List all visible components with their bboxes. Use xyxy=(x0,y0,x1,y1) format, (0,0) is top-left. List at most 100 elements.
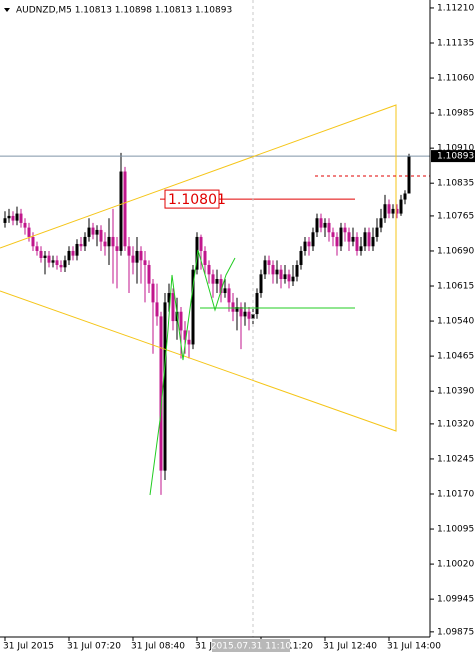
candle-body xyxy=(231,302,235,312)
candle-body xyxy=(383,204,387,219)
candle-body xyxy=(79,243,83,247)
candle-body xyxy=(159,316,163,471)
candle-body xyxy=(351,236,355,242)
candle-body xyxy=(367,232,371,247)
candle-body xyxy=(7,215,11,219)
candle-body xyxy=(103,241,107,247)
y-tick-label: 1.10465 xyxy=(437,352,474,362)
candle-body xyxy=(315,218,319,233)
candle-body xyxy=(223,288,227,294)
candle-body xyxy=(263,260,267,275)
candle-body xyxy=(171,293,175,322)
candle-body xyxy=(359,246,363,251)
candle-body xyxy=(87,227,91,237)
y-tick-label: 1.09875 xyxy=(437,627,474,637)
candle-body xyxy=(183,330,187,340)
candle-body xyxy=(403,193,407,200)
candle-body xyxy=(15,213,19,221)
candle-body xyxy=(247,311,251,319)
x-tick-label: 31 Jul 14:00 xyxy=(387,642,441,652)
candle-body xyxy=(407,156,411,194)
bid-box xyxy=(431,150,475,163)
candle-body xyxy=(11,215,15,221)
candle-body xyxy=(391,208,395,214)
y-tick-label: 1.10765 xyxy=(437,211,474,221)
candle-body xyxy=(31,236,35,247)
candle-body xyxy=(287,274,291,282)
candle-body xyxy=(43,255,47,258)
candle-body xyxy=(303,241,307,251)
crosshair-time: 2015.07.31 11:10 xyxy=(211,642,292,652)
candle-body xyxy=(295,264,299,277)
candle-body xyxy=(131,255,135,263)
candle-body xyxy=(139,250,143,261)
candle-body xyxy=(347,232,351,242)
x-tick-label: 31 Jul 07:20 xyxy=(67,642,121,652)
candle-body xyxy=(363,232,367,247)
candle-body xyxy=(219,279,223,294)
candle-body xyxy=(291,276,295,282)
x-tick-label: 31 Jul 2015 xyxy=(3,642,54,652)
candle-body xyxy=(307,241,311,247)
candle-body xyxy=(151,283,155,303)
candle-body xyxy=(127,246,131,256)
candle-body xyxy=(211,274,215,284)
candle-body xyxy=(387,204,391,214)
plot-area: 1.10801 xyxy=(0,152,430,495)
price-label: 1.10801 xyxy=(168,192,226,208)
y-axis-bg xyxy=(430,0,475,653)
y-tick-label: 1.10615 xyxy=(437,282,474,292)
candle-body xyxy=(91,227,95,235)
y-tick-label: 1.10095 xyxy=(437,525,474,535)
candle-body xyxy=(111,236,115,247)
candle-body xyxy=(239,307,243,317)
y-tick-label: 1.10835 xyxy=(437,179,474,189)
candle-body xyxy=(243,311,247,317)
crosshair-time-box xyxy=(212,639,290,652)
zigzag xyxy=(149,249,236,496)
candle-body xyxy=(191,269,195,345)
candle-body xyxy=(47,255,51,263)
y-tick-label: 1.11060 xyxy=(437,74,474,84)
candle-body xyxy=(203,250,207,265)
candle-body xyxy=(123,171,127,247)
y-tick-label: 1.10320 xyxy=(437,419,474,429)
candle-body xyxy=(95,229,99,235)
candle-body xyxy=(259,274,263,294)
candle-body xyxy=(195,236,199,270)
candle-body xyxy=(67,250,71,261)
candle-body xyxy=(155,302,159,317)
candle-body xyxy=(267,260,271,265)
candle-body xyxy=(215,279,219,284)
candle-body xyxy=(99,229,103,242)
candle-body xyxy=(327,222,331,233)
candle-body xyxy=(27,227,31,237)
candle-body xyxy=(51,260,55,263)
x-tick-label: 31 Jul 08:40 xyxy=(131,642,185,652)
candle-body xyxy=(179,311,183,331)
candle-body xyxy=(251,314,255,319)
menu-arrow[interactable] xyxy=(4,8,10,12)
candle-body xyxy=(319,218,323,228)
y-tick-label: 1.10690 xyxy=(437,246,474,256)
y-tick-label: 1.11210 xyxy=(437,3,474,13)
candle-body xyxy=(395,208,399,214)
candle-body xyxy=(399,199,403,214)
candle-body xyxy=(187,339,191,345)
candle-body xyxy=(23,222,27,228)
candle-body xyxy=(35,246,39,251)
candle-body xyxy=(135,250,139,263)
y-tick-label: 1.10245 xyxy=(437,454,474,464)
candle-body xyxy=(331,232,335,237)
candle-body xyxy=(323,222,327,228)
candle-body xyxy=(371,236,375,247)
candle-body xyxy=(235,307,239,312)
candle-body xyxy=(255,293,259,315)
y-tick-label: 1.10910 xyxy=(437,144,474,154)
candle-body xyxy=(379,218,383,228)
candle-body xyxy=(107,236,111,247)
candle-body xyxy=(355,236,359,251)
candle-body xyxy=(83,236,87,247)
candle-body xyxy=(143,260,147,265)
